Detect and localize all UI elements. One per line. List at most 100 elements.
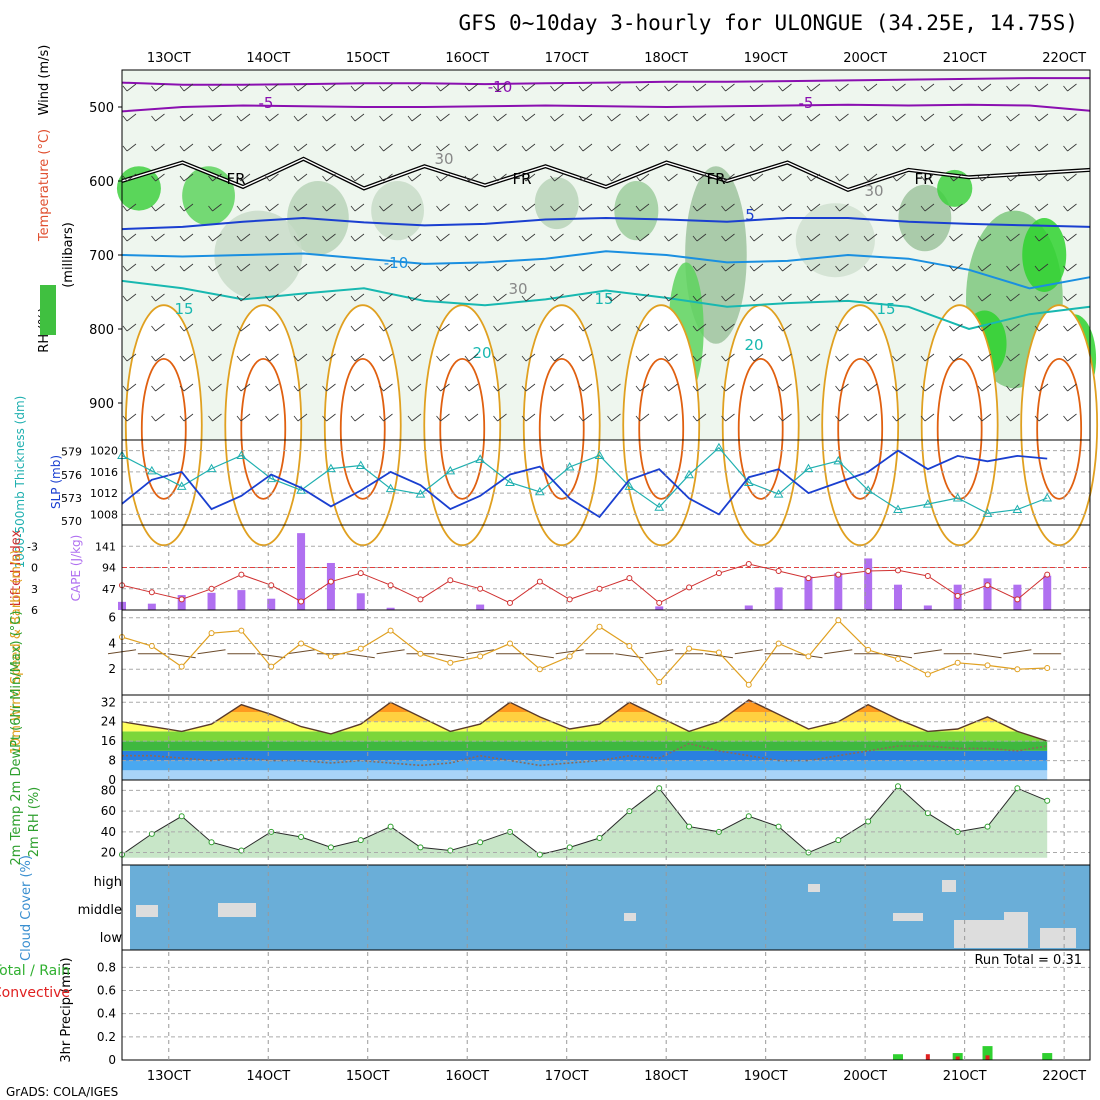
date-label-bottom: 13OCT bbox=[147, 1069, 191, 1084]
wind-barb bbox=[721, 83, 735, 92]
wind-barb bbox=[464, 413, 479, 422]
wind-barb bbox=[322, 113, 336, 122]
isotherm-25-bubble bbox=[821, 304, 900, 547]
wind-barb bbox=[863, 293, 878, 302]
temp2m-label: 2m Temp 2m DewPt (6hr Min/Max) (°C) bbox=[9, 611, 24, 866]
wind-barb bbox=[949, 113, 963, 122]
wind-barb bbox=[436, 263, 450, 272]
precip-convective-bar bbox=[985, 1055, 990, 1060]
wind-barb bbox=[550, 83, 564, 92]
wind-barb bbox=[493, 383, 507, 392]
wind-speed-point bbox=[238, 627, 245, 634]
wind-barb bbox=[379, 203, 393, 212]
wind-barb bbox=[379, 113, 393, 122]
wind-barb bbox=[464, 113, 479, 122]
wind-barb bbox=[1034, 173, 1049, 182]
wind-barb bbox=[236, 83, 251, 92]
wind-barb bbox=[265, 203, 279, 212]
wind-tick-label: 6 bbox=[108, 611, 116, 625]
date-label-top: 13OCT bbox=[147, 51, 191, 66]
cape-bar bbox=[655, 606, 664, 610]
wind-barb bbox=[493, 233, 507, 242]
contour-label: 20 bbox=[744, 336, 763, 354]
date-label-bottom: 21OCT bbox=[943, 1069, 987, 1084]
wind-barb bbox=[977, 323, 992, 332]
wind-barb bbox=[806, 83, 821, 92]
thickness-point bbox=[773, 489, 784, 498]
wind-barb bbox=[949, 173, 963, 182]
cape-tick-label: 47 bbox=[102, 583, 116, 596]
cloud-patch bbox=[942, 880, 956, 892]
wind-barb bbox=[464, 323, 479, 332]
wind-barb bbox=[208, 173, 222, 182]
wind-barb bbox=[664, 143, 678, 152]
isotherm-25-bubble bbox=[920, 304, 999, 547]
wind-barb bbox=[578, 263, 593, 272]
date-label-top: 20OCT bbox=[843, 51, 887, 66]
wind-barb bbox=[863, 173, 878, 182]
wind-barb bbox=[977, 113, 992, 122]
wind-barb bbox=[350, 83, 365, 92]
wind-barb bbox=[892, 233, 906, 242]
thickness-label: 1000-500mb Thickness (dm) bbox=[13, 396, 27, 569]
precip-tick-label: 0.4 bbox=[97, 1007, 116, 1021]
wind-barb bbox=[493, 173, 507, 182]
wind-barb bbox=[122, 143, 137, 152]
isotherm-30-bubble bbox=[538, 357, 585, 500]
wind-barb bbox=[721, 353, 735, 362]
wind-speed-point bbox=[327, 653, 334, 660]
rh-point bbox=[387, 823, 394, 830]
isotherm-30-bubble bbox=[439, 357, 486, 500]
wind-barb bbox=[692, 173, 707, 182]
date-label-top: 21OCT bbox=[943, 51, 987, 66]
wind-speed-point bbox=[536, 666, 543, 673]
wind-barb bbox=[692, 143, 707, 152]
wind-barb bbox=[379, 293, 393, 302]
wind-barb bbox=[265, 293, 279, 302]
date-label-bottom: 15OCT bbox=[346, 1069, 390, 1084]
precip-total-bar bbox=[892, 1054, 903, 1060]
li-point bbox=[148, 589, 155, 596]
wind-barb bbox=[607, 203, 621, 212]
rh-shading bbox=[371, 181, 424, 241]
wind-barb bbox=[607, 353, 621, 362]
wind10m-barb bbox=[555, 649, 584, 655]
contour-label: FR bbox=[914, 170, 933, 188]
isotherm-25-bubble bbox=[423, 304, 502, 547]
thickness-tick-label: 570 bbox=[61, 515, 82, 528]
precip-convective-bar bbox=[925, 1054, 930, 1060]
wind-speed-point bbox=[566, 653, 573, 660]
wind-barb bbox=[521, 83, 536, 92]
contour-label: 15 bbox=[174, 300, 193, 318]
y-tick-label: 600 bbox=[89, 175, 114, 190]
wind-barb bbox=[322, 383, 336, 392]
wind-barb bbox=[863, 143, 878, 152]
thickness-point bbox=[415, 489, 426, 498]
wind-barb bbox=[208, 113, 222, 122]
isotherm-30-bubble bbox=[737, 357, 784, 500]
wind-barb bbox=[778, 113, 792, 122]
wind-barb bbox=[350, 203, 365, 212]
wind-barb bbox=[151, 113, 165, 122]
wind-barb bbox=[749, 323, 764, 332]
wind-barb bbox=[436, 83, 450, 92]
li-point bbox=[835, 571, 842, 578]
cape-bar bbox=[356, 593, 365, 610]
wind-barb bbox=[778, 143, 792, 152]
wind-barb bbox=[464, 233, 479, 242]
wind-barb bbox=[692, 413, 707, 422]
rh-point bbox=[208, 839, 215, 846]
wind-barb bbox=[464, 383, 479, 392]
wind-barb bbox=[122, 113, 137, 122]
wind-barb bbox=[778, 173, 792, 182]
wind-barb bbox=[977, 173, 992, 182]
wind-barb bbox=[607, 413, 621, 422]
wind-barb bbox=[350, 143, 365, 152]
panel-frame bbox=[121, 609, 1091, 696]
wind-barb bbox=[436, 413, 450, 422]
wind-barb bbox=[236, 323, 251, 332]
wind-barb bbox=[607, 293, 621, 302]
precip-convective-legend: Convective bbox=[0, 985, 70, 1001]
wind-barb bbox=[179, 113, 194, 122]
li-point bbox=[715, 570, 722, 577]
